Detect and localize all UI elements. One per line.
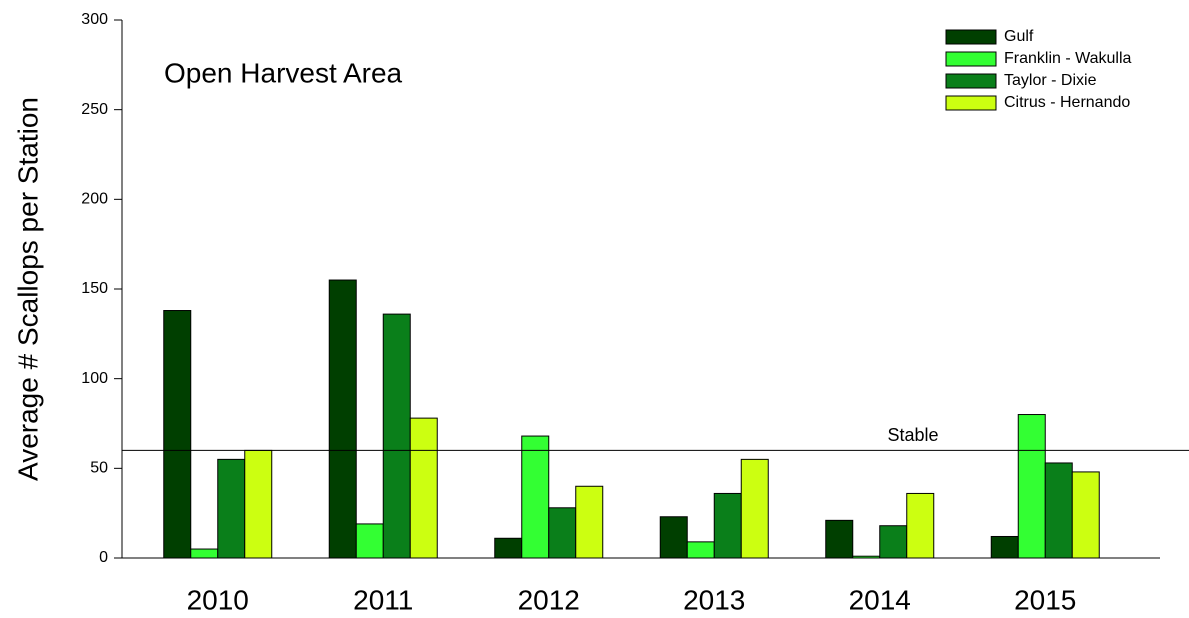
bar [852,555,881,559]
x-tick-label: 2012 [518,584,580,615]
bar [1044,462,1073,559]
bar [686,541,715,559]
bar [906,492,935,559]
bar [1071,471,1100,559]
annotation: Open Harvest Area [164,57,403,88]
bar [355,523,384,559]
y-tick-label: 250 [81,101,108,118]
x-tick-label: 2015 [1014,584,1076,615]
bar [409,417,438,559]
x-tick-label: 2010 [187,584,249,615]
legend-label: Taylor - Dixie [1004,72,1097,89]
x-tick-label: 2014 [849,584,911,615]
bar [659,516,688,559]
bar [879,525,908,559]
bar [190,548,219,559]
y-tick-label: 0 [99,549,108,566]
bar [163,310,192,559]
y-tick-label: 50 [90,460,108,477]
bar [1017,414,1046,559]
bar [713,492,742,559]
x-tick-label: 2011 [353,584,413,615]
legend-label: Gulf [1004,28,1034,45]
bar [575,485,604,559]
legend-swatch [945,95,997,111]
bar [548,507,577,559]
bar [217,458,246,559]
bar [521,435,550,559]
legend-swatch [945,29,997,45]
y-tick-label: 100 [81,370,108,387]
reference-label: Stable [887,425,938,445]
legend-swatch [945,73,997,89]
bar [244,449,273,559]
y-tick-label: 200 [81,191,108,208]
legend-label: Citrus - Hernando [1004,94,1130,111]
bar [382,313,411,559]
y-tick-label: 150 [81,280,108,297]
bar [494,537,523,559]
y-axis-label: Average # Scallops per Station [12,97,43,481]
legend-swatch [945,51,997,67]
bar [328,279,357,559]
bar [740,458,769,559]
bar [990,535,1019,559]
bar [825,519,854,559]
legend-label: Franklin - Wakulla [1004,50,1132,67]
y-tick-label: 300 [81,11,108,28]
x-tick-label: 2013 [683,584,745,615]
